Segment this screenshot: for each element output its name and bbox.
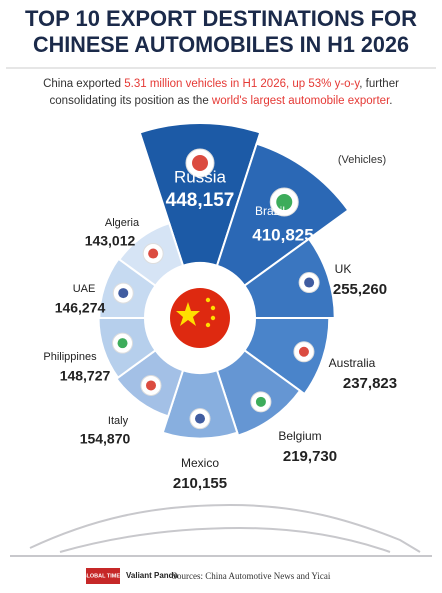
category-label: Australia <box>329 356 376 370</box>
value-label: 210,155 <box>173 475 227 492</box>
china-star <box>176 302 200 326</box>
flag-icon <box>148 248 159 259</box>
flag-icon <box>255 396 266 407</box>
logo-box <box>86 568 120 584</box>
unit-label: (Vehicles) <box>338 154 386 166</box>
logo: GLOBAL TIMES <box>82 573 124 579</box>
value-label: 410,825 <box>252 225 313 244</box>
subtitle-text: . <box>389 95 392 107</box>
flag-icon <box>117 338 128 349</box>
category-label: Philippines <box>43 351 97 363</box>
flag-icon <box>145 380 156 391</box>
subtitle-line: consolidating its position as the world'… <box>50 95 393 107</box>
subtitle-highlight: world's largest automobile exporter <box>211 95 390 107</box>
source: Sources: China Automotive News and Yicai <box>172 571 331 581</box>
value-label: 148,727 <box>60 368 111 384</box>
flag-icon <box>276 194 293 211</box>
value-label: 448,157 <box>166 190 235 211</box>
value-label: 143,012 <box>85 233 136 249</box>
category-label: Belgium <box>278 429 321 443</box>
value-label: 154,870 <box>80 431 131 447</box>
subtitle-line: China exported 5.31 million vehicles in … <box>43 78 399 90</box>
flag-icon <box>304 277 315 288</box>
subtitle-text: , further <box>359 78 399 90</box>
subtitle-text: China exported <box>43 78 124 90</box>
subtitle-text: consolidating its position as the <box>50 95 212 107</box>
value-label: 219,730 <box>283 448 337 465</box>
china-flag <box>170 288 230 348</box>
value-label: 255,260 <box>333 281 387 298</box>
category-label: Mexico <box>181 456 219 470</box>
flag-icon <box>118 288 129 299</box>
value-label: 237,823 <box>343 375 397 392</box>
china-star-small <box>205 322 211 328</box>
flag-icon <box>195 413 205 424</box>
category-label: Italy <box>108 415 129 427</box>
rose-chart: Russia 448,157 Brazil 410,825 UK 255,260 Austr… <box>43 122 397 492</box>
flag-icon <box>192 155 208 171</box>
category-label: Algeria <box>105 217 140 229</box>
category-label: UK <box>335 262 352 276</box>
china-star-small <box>210 315 216 321</box>
china-star-small <box>210 305 216 311</box>
logo: Valiant Panda <box>126 571 179 580</box>
china-star-small <box>205 297 211 303</box>
title-line: CHINESE AUTOMOBILES IN H1 2026 <box>33 32 409 57</box>
category-label: Brazil <box>255 204 285 218</box>
flag-icon <box>298 346 309 357</box>
value-label: 146,274 <box>55 300 106 316</box>
subtitle-highlight: 5.31 million vehicles in H1 2026, up 53%… <box>124 78 360 90</box>
category-label: Russia <box>174 167 227 186</box>
category-label: UAE <box>73 283 96 295</box>
car-outline <box>10 503 432 557</box>
title-line: TOP 10 EXPORT DESTINATIONS FOR <box>25 6 417 31</box>
